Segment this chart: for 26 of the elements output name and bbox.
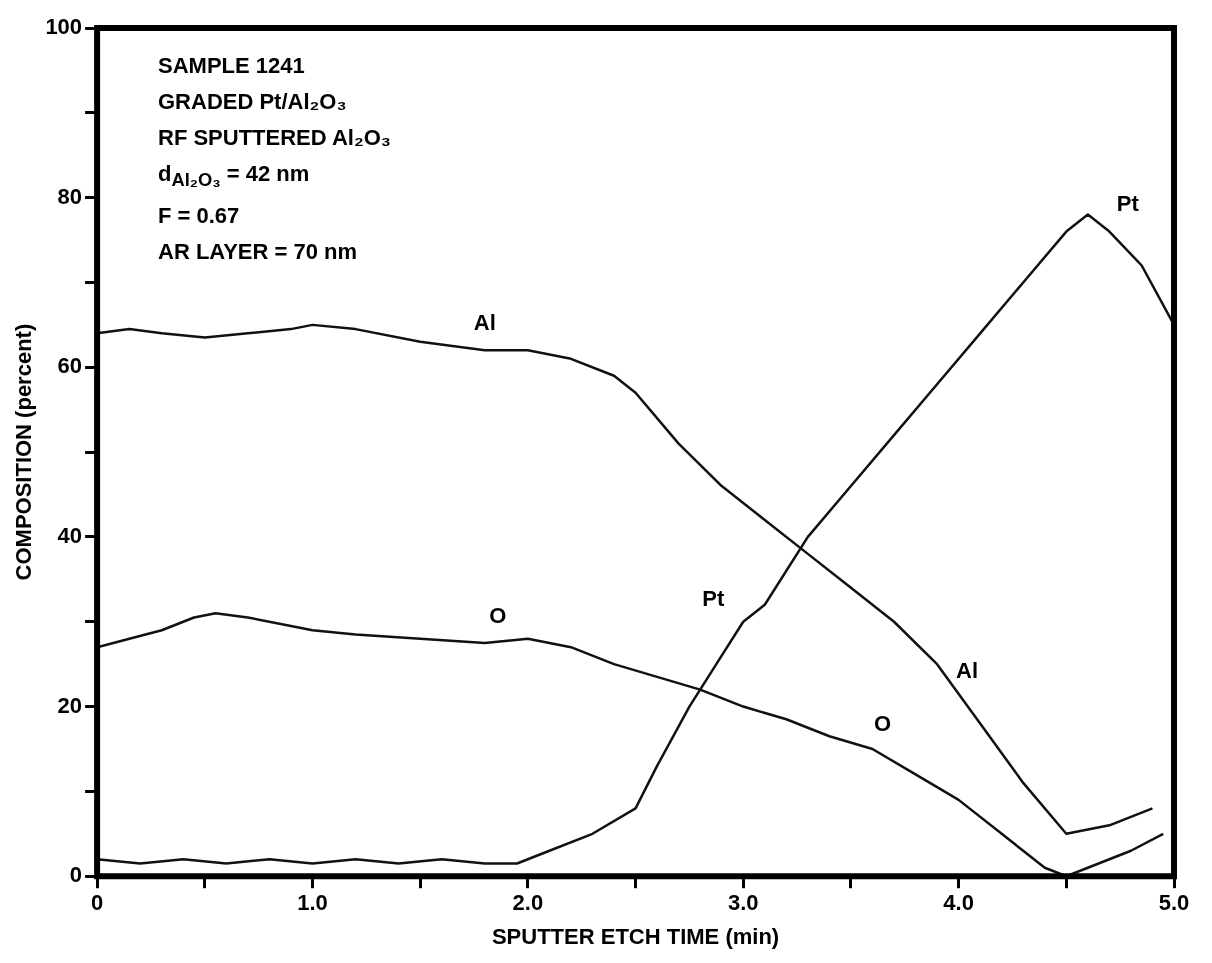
y-tick-label: 40 (57, 522, 83, 548)
x-tick-label: 1.0 (297, 890, 328, 916)
x-tick-label: 5.0 (1158, 890, 1190, 916)
text: Al (473, 310, 496, 336)
x-axis-title: SPUTTER ETCH TIME (min) (491, 923, 780, 949)
y-axis-title: COMPOSITION (percent) (11, 323, 37, 581)
annotation: GRADED Pt/Al₂O₃ (158, 88, 348, 116)
y-tick-label: 60 (57, 353, 83, 379)
x-tick-label: 2.0 (512, 890, 544, 916)
annotation: F = 0.67 (158, 202, 241, 231)
annotation: RF SPUTTERED Al₂O₃ (158, 124, 392, 152)
y-tick-label: 80 (57, 183, 83, 209)
text: Pt (702, 585, 725, 611)
annotation: AR LAYER = 70 nm (158, 238, 359, 267)
annotation: d$_{Al₂O₃}$ = 42 nm (158, 160, 311, 193)
x-tick-label: 3.0 (727, 890, 759, 916)
series-label: Al (956, 658, 979, 684)
x-tick-label: 0 (90, 890, 104, 916)
y-tick-label: 0 (69, 862, 83, 888)
annotation: SAMPLE 1241 (158, 52, 306, 80)
y-tick-label: 20 (57, 692, 83, 718)
y-tick-label: 100 (45, 14, 83, 40)
x-tick-label: 4.0 (943, 890, 974, 916)
series-label: Pt (1116, 190, 1140, 216)
series-label: O (873, 711, 892, 737)
text: O (489, 602, 507, 628)
